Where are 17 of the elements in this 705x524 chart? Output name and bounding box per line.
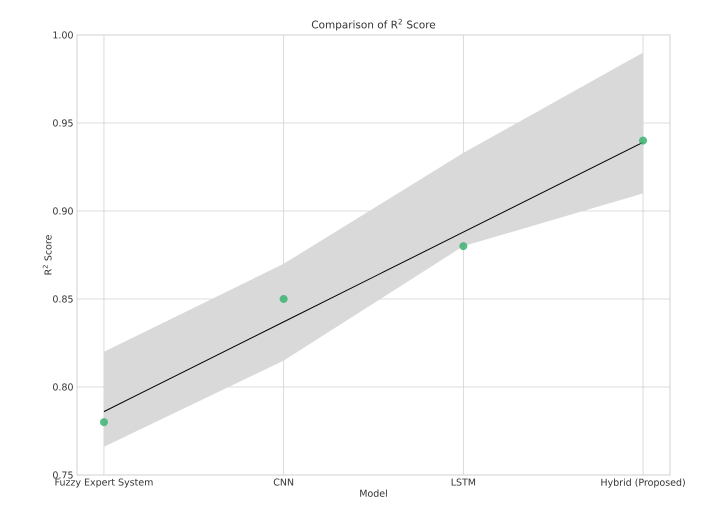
x-tick-label: Fuzzy Expert System xyxy=(55,478,153,488)
x-tick-label: LSTM xyxy=(452,478,476,486)
y-tick-label: 0.75 xyxy=(53,471,73,479)
point xyxy=(639,136,648,145)
y-tick-label: 0.80 xyxy=(53,383,73,391)
y-axis-title: R$^{2}$ Score xyxy=(42,235,52,274)
point xyxy=(280,294,288,303)
y-tick-label: 1.00 xyxy=(53,31,73,39)
x-tick-label: Hybrid (Proposed) xyxy=(601,478,685,488)
x-axis-title: Model xyxy=(360,490,387,497)
point xyxy=(459,242,468,250)
y-tick-label: 0.85 xyxy=(53,295,73,303)
chart-title: Comparison of R$^{2}$ Score xyxy=(312,18,436,30)
y-tick-label: 0.95 xyxy=(53,119,73,127)
point xyxy=(100,418,108,426)
y-tick-label: 0.90 xyxy=(53,207,73,215)
x-tick-label: CNN xyxy=(274,478,294,486)
